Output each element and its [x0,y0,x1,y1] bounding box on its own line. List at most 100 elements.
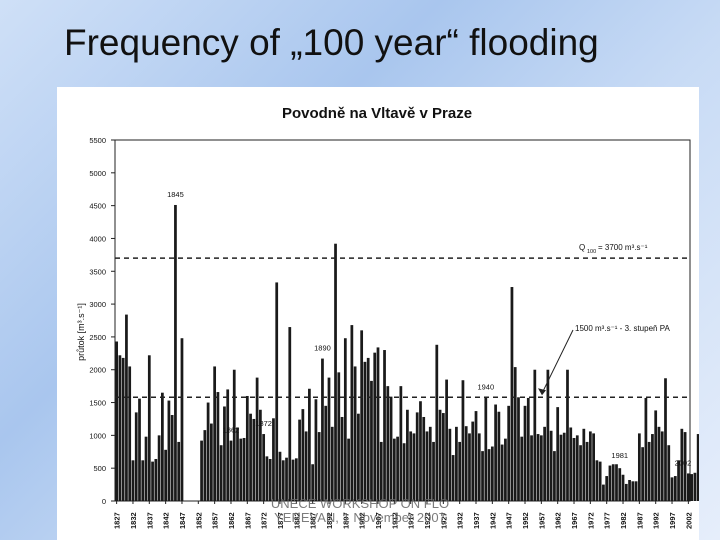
bar [432,441,435,501]
bar [464,426,468,501]
bar [500,444,504,501]
bar [164,449,168,501]
bar [673,476,677,501]
bar [141,460,145,501]
bar [490,446,494,501]
bar [406,409,409,501]
bar [327,377,331,501]
peak-year-label: 1890 [314,344,331,353]
y-tick-label: 1000 [89,431,106,440]
bar [265,456,269,501]
peak-year-label: 1862 [223,426,240,435]
alert-leader-line [541,329,574,394]
x-tick-label: 1852 [194,512,203,529]
bar [664,378,667,501]
bar [487,449,491,501]
bar [507,405,511,501]
bar [134,412,138,501]
bar [634,481,638,501]
bar [481,451,484,501]
bar [357,413,360,501]
bar [484,397,488,501]
y-tick-label: 3500 [89,267,106,276]
y-axis-label: průtok [m³.s⁻¹] [76,303,86,361]
bar [641,447,644,501]
x-tick-label: 1992 [652,512,661,529]
bar [275,282,279,501]
bar [435,344,439,501]
y-tick-label: 500 [93,464,106,473]
bar [477,433,481,501]
x-tick-label: 1862 [227,512,236,529]
bar [161,392,164,501]
bar [425,431,429,501]
bar [402,443,406,501]
bar [399,386,403,501]
bar [347,438,350,501]
y-tick-label: 3000 [89,300,106,309]
bar [144,436,148,501]
bar [353,366,357,501]
bar [281,460,285,501]
y-tick-label: 2000 [89,366,106,375]
bar [239,438,243,501]
bar [242,437,246,501]
bar [644,397,648,501]
bar [455,426,458,501]
bar [624,483,628,501]
bar [647,441,651,501]
bar [530,435,533,501]
y-tick-label: 1500 [89,399,106,408]
x-tick-label: 1922 [423,512,432,529]
bar [536,434,540,501]
bar [392,438,396,501]
x-tick-label: 1977 [603,512,612,529]
bar [219,445,223,501]
bar [131,460,135,501]
bar [602,484,605,501]
bar [330,426,334,501]
bar [304,431,308,501]
bar [513,367,517,501]
x-tick-label: 1917 [407,512,416,529]
bar [337,372,341,501]
bar [203,430,207,501]
bar [543,426,546,501]
bar [285,457,288,501]
x-tick-label: 1962 [554,512,563,529]
bar [216,392,220,501]
q100-label-sub: 100 [587,249,596,255]
bar [298,419,301,501]
x-tick-label: 1972 [586,512,595,529]
bar [278,451,282,501]
bar [510,287,514,501]
bar [628,479,631,501]
bar [370,380,373,501]
bar [595,460,599,501]
x-tick-label: 1982 [619,512,628,529]
bar [343,338,347,501]
bar [383,350,386,501]
bar [125,314,128,501]
bar [154,458,158,501]
alert-level-label: 1500 m³.s⁻¹ - 3. stupeň PA [575,324,670,333]
bar [350,325,354,501]
bar [458,441,462,501]
bar [311,464,315,501]
bar [213,366,217,501]
y-tick-label: 2500 [89,333,106,342]
bar [262,434,266,501]
bar [572,437,576,501]
bar [592,433,595,501]
bar [121,357,125,501]
bar [690,474,694,501]
bar [494,404,497,501]
bar [415,412,419,501]
x-tick-label: 1877 [276,512,285,529]
bar [533,369,537,501]
x-tick-label: 1967 [570,512,579,529]
x-tick-label: 1997 [668,512,677,529]
x-tick-label: 1867 [243,512,252,529]
bar [598,461,602,501]
bar [468,433,471,501]
